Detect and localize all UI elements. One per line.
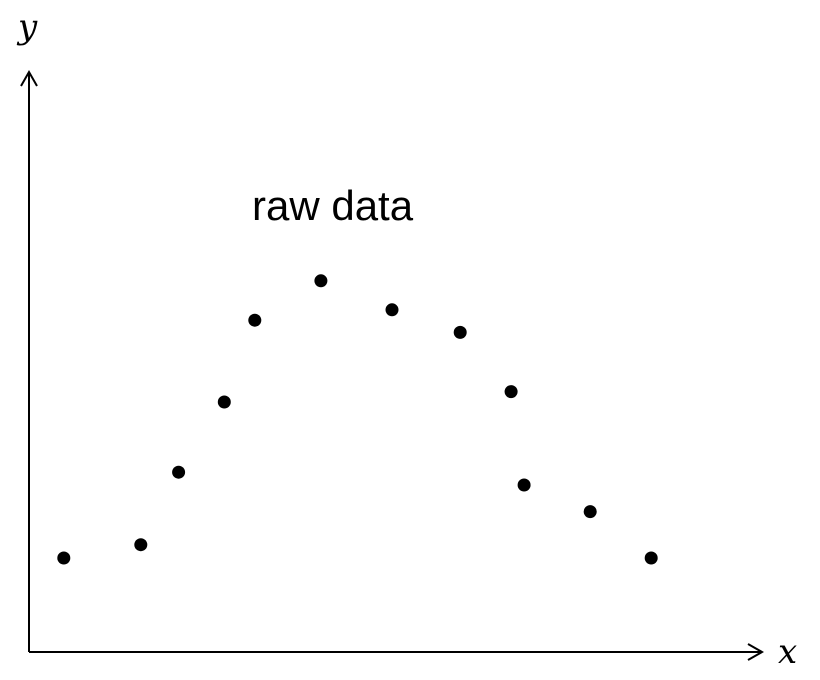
- data-point: [385, 303, 399, 317]
- chart-annotation: raw data: [252, 182, 414, 229]
- data-point: [134, 538, 148, 552]
- y-axis-arrowhead: [20, 69, 38, 87]
- x-axis: x: [29, 632, 797, 672]
- data-point: [517, 478, 531, 492]
- data-point: [57, 551, 71, 565]
- data-point: [453, 325, 467, 339]
- data-points: [57, 274, 658, 565]
- data-point: [217, 395, 231, 409]
- data-point: [248, 313, 262, 327]
- data-point: [172, 465, 186, 479]
- y-axis-label: y: [16, 7, 38, 47]
- data-point: [583, 505, 597, 519]
- data-point: [644, 551, 658, 565]
- y-axis: y: [16, 7, 38, 652]
- data-point: [504, 385, 518, 399]
- x-axis-arrowhead: [747, 643, 765, 661]
- x-axis-label: x: [778, 632, 797, 672]
- data-point: [314, 274, 328, 288]
